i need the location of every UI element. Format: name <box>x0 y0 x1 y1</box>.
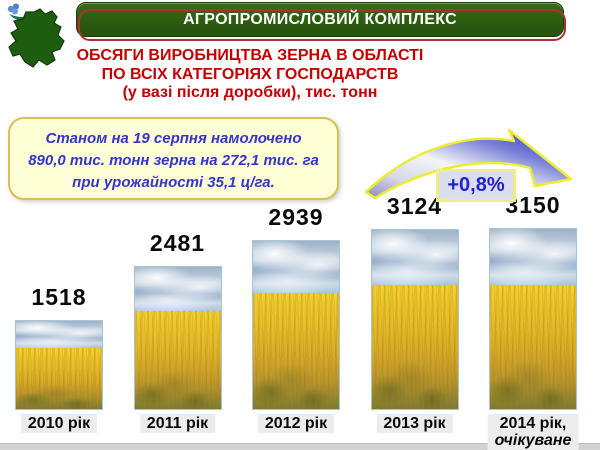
bar-field <box>490 284 576 409</box>
bar-year-label: 2010 рік <box>20 414 98 433</box>
bar-sky <box>134 267 221 312</box>
bar-year-line: 2010 рік <box>27 415 91 432</box>
bar-value-label: 1518 <box>31 284 87 310</box>
growth-badge-value: +0,8% <box>447 174 505 196</box>
bar-sky <box>16 321 102 349</box>
bar-group: 3124 2013 рік <box>370 193 460 433</box>
wheat-field-bar <box>15 320 103 410</box>
wheat-field-bar <box>252 240 340 410</box>
wheat-field-bar <box>370 229 459 410</box>
bar-sky <box>490 229 576 285</box>
bar-sky <box>253 241 339 294</box>
wheat-field-bar <box>489 228 577 410</box>
header-banner: АГРОПРОМИСЛОВИЙ КОМПЛЕКС <box>76 2 566 41</box>
bar-field <box>253 293 339 409</box>
header-title: АГРОПРОМИСЛОВИЙ КОМПЛЕКС <box>183 10 457 28</box>
note-line: при урожайності 35,1 ц/га. <box>72 174 275 191</box>
slide-bottom-edge <box>0 443 600 450</box>
bar-group: 3150 2014 рік, очікуване <box>487 192 579 450</box>
bar-value-label: 2939 <box>268 204 324 230</box>
wheat-field-bar <box>133 266 222 410</box>
note-line: 890,0 тис. тонн зерна на 272,1 тис. га <box>28 152 319 169</box>
bar-field <box>371 285 458 409</box>
slide-title: ОБСЯГИ ВИРОБНИЦТВА ЗЕРНА В ОБЛАСТІ ПО ВС… <box>30 47 470 103</box>
note-line: Станом на 19 серпня намолочено <box>45 130 302 147</box>
slide-title-line: ОБСЯГИ ВИРОБНИЦТВА ЗЕРНА В ОБЛАСТІ <box>76 47 424 64</box>
growth-badge: +0,8% <box>436 169 516 202</box>
bar-group: 1518 2010 рік <box>14 284 104 433</box>
bar-year-label: 2012 рік <box>257 414 335 433</box>
harvest-note-box: Станом на 19 серпня намолочено 890,0 тис… <box>8 117 339 200</box>
bar-value-label: 2481 <box>149 230 206 256</box>
bar-year-line: 2013 рік <box>383 415 446 432</box>
bar-year-line: очікуване <box>494 432 572 449</box>
bar-year-line: 2011 рік <box>146 415 209 432</box>
bar-group: 2481 2011 рік <box>133 230 223 433</box>
bar-group: 2939 2012 рік <box>251 204 341 433</box>
bar-value-label: 3124 <box>386 193 443 219</box>
bar-year-line: 2012 рік <box>264 415 328 432</box>
bar-field <box>16 348 102 409</box>
region-map-icon <box>7 3 65 68</box>
oblast-silhouette <box>8 8 65 68</box>
bar-year-label: 2013 рік <box>376 414 453 433</box>
slide-title-line: ПО ВСІХ КАТЕГОРІЯХ ГОСПОДАРСТВ <box>101 65 399 83</box>
bar-year-line: 2014 рік, <box>499 415 567 432</box>
bar-field <box>134 311 221 409</box>
bar-sky <box>371 230 458 286</box>
slide-title-line: (у вазі після доробки), тис. тонн <box>122 84 378 101</box>
bar-year-label: 2011 рік <box>139 414 216 433</box>
chart-row: 1518 2010 рік 2481 2011 рік 2939 2012 рік 3124… <box>14 192 579 450</box>
bar-year-label: 2014 рік, очікуване <box>487 414 579 450</box>
growth-arrow-icon <box>364 128 573 200</box>
